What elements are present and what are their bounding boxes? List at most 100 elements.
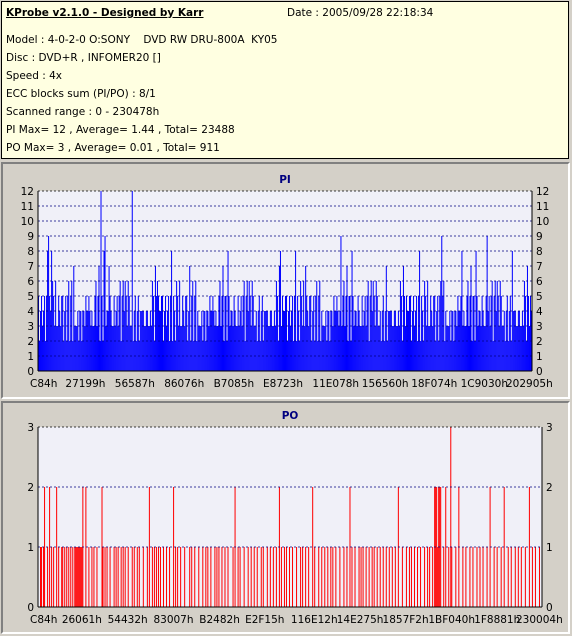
bar xyxy=(124,547,126,607)
bar xyxy=(465,547,467,607)
bar xyxy=(64,311,66,371)
x-tick-label: 1BF040h xyxy=(428,614,475,626)
bar xyxy=(420,547,422,607)
bar xyxy=(342,296,344,371)
bar xyxy=(441,236,443,371)
speed-line: Speed : 4x xyxy=(6,70,63,82)
bar xyxy=(197,311,199,371)
bar xyxy=(173,296,175,371)
bar xyxy=(173,487,175,607)
bar xyxy=(267,326,269,371)
bar xyxy=(363,311,365,371)
bar xyxy=(221,296,223,371)
bar xyxy=(237,296,239,371)
bar xyxy=(159,547,161,607)
bar xyxy=(453,341,455,371)
bar xyxy=(332,547,334,607)
chart-title: PI xyxy=(279,174,291,186)
bar xyxy=(364,296,366,371)
bar xyxy=(224,296,226,371)
info-panel: KProbe v2.1.0 - Designed by Karr Date : … xyxy=(1,1,569,159)
bar xyxy=(91,547,93,607)
bar xyxy=(136,547,138,607)
bar xyxy=(501,326,503,371)
bar xyxy=(153,547,155,607)
bar xyxy=(346,266,348,371)
bar xyxy=(150,326,152,371)
y-tick-label: 9 xyxy=(536,231,543,243)
bar xyxy=(115,547,117,607)
bar xyxy=(400,296,402,371)
bar xyxy=(61,296,63,371)
bar xyxy=(432,547,434,607)
bar xyxy=(44,487,46,607)
bar xyxy=(112,326,114,371)
bar xyxy=(437,547,439,607)
bar xyxy=(367,281,369,371)
bar xyxy=(133,547,135,607)
bar xyxy=(439,296,441,371)
bar xyxy=(401,547,403,607)
bar xyxy=(250,547,252,607)
bar xyxy=(492,341,494,371)
bar xyxy=(470,266,472,371)
bar xyxy=(274,326,276,371)
bar xyxy=(376,547,378,607)
bar xyxy=(40,311,42,371)
bar xyxy=(322,326,324,371)
bar xyxy=(488,296,490,371)
bar xyxy=(524,547,526,607)
bar xyxy=(70,296,72,371)
bar xyxy=(271,326,273,371)
bar xyxy=(191,547,193,607)
bar xyxy=(491,281,493,371)
bar xyxy=(371,311,373,371)
bar xyxy=(462,547,464,607)
bar xyxy=(250,326,252,371)
bar xyxy=(446,326,448,371)
bar xyxy=(170,296,172,371)
bar xyxy=(221,547,223,607)
bar xyxy=(94,296,96,371)
bar xyxy=(162,296,164,371)
bar xyxy=(412,311,414,371)
bar xyxy=(168,296,170,371)
bar xyxy=(424,547,426,607)
bar xyxy=(396,326,398,371)
bar xyxy=(308,547,310,607)
bar xyxy=(90,326,92,371)
y-tick-label: 6 xyxy=(27,276,34,288)
bar xyxy=(449,311,451,371)
bar xyxy=(260,547,262,607)
bar xyxy=(300,547,302,607)
bar xyxy=(151,281,153,371)
bar xyxy=(224,547,226,607)
bar xyxy=(85,296,87,371)
bar xyxy=(523,281,525,371)
y-tick-label: 10 xyxy=(536,216,549,228)
bar xyxy=(222,266,224,371)
bar xyxy=(107,311,109,371)
bar xyxy=(147,326,149,371)
bar xyxy=(96,326,98,371)
bar xyxy=(44,296,46,371)
bar xyxy=(263,311,265,371)
bar xyxy=(242,296,244,371)
bar xyxy=(93,326,95,371)
y-tick-label: 12 xyxy=(21,186,34,198)
bar xyxy=(365,547,367,607)
bar xyxy=(471,341,473,371)
y-tick-label: 2 xyxy=(546,482,553,494)
bar xyxy=(68,281,70,371)
bar xyxy=(285,296,287,371)
bar xyxy=(248,281,250,371)
bar xyxy=(78,547,80,607)
bar xyxy=(278,266,280,371)
bar xyxy=(205,341,207,371)
bar xyxy=(526,266,528,371)
bar xyxy=(88,296,90,371)
range-line: Scanned range : 0 - 230478h xyxy=(6,106,160,118)
bar xyxy=(301,296,303,371)
bar xyxy=(409,296,411,371)
